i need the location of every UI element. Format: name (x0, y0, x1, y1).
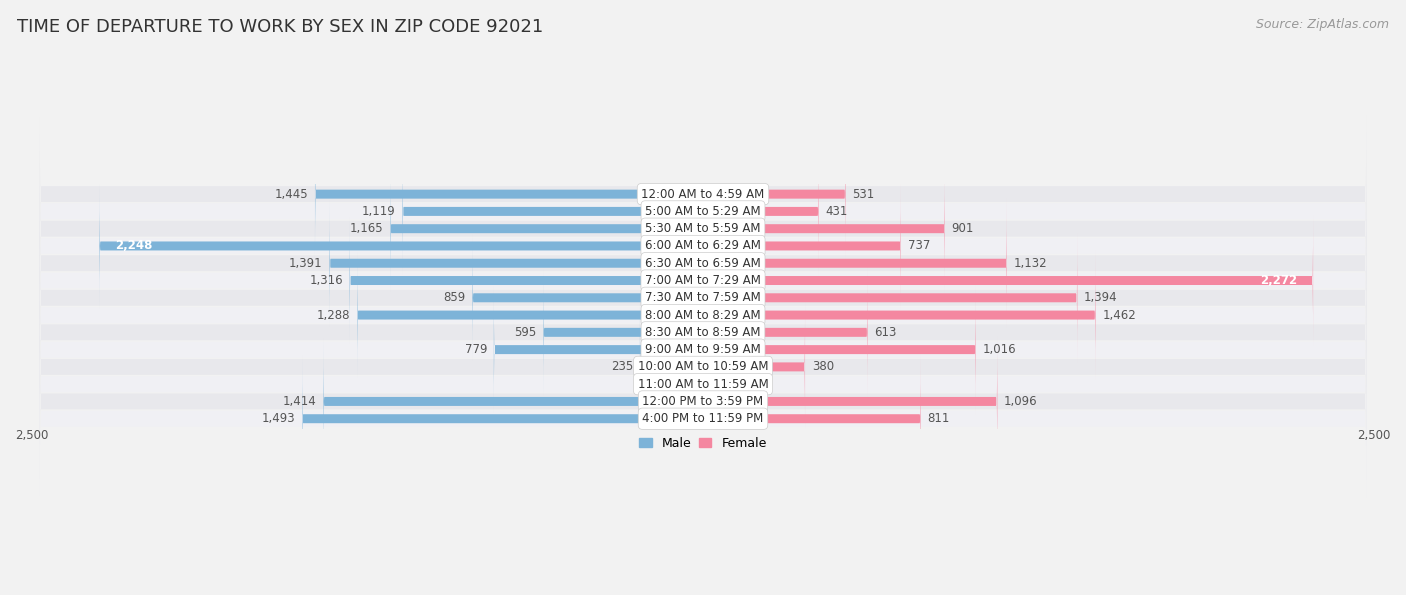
Text: 595: 595 (515, 326, 537, 339)
Text: 1,096: 1,096 (1004, 395, 1038, 408)
FancyBboxPatch shape (402, 147, 703, 276)
Text: Source: ZipAtlas.com: Source: ZipAtlas.com (1256, 18, 1389, 31)
FancyBboxPatch shape (703, 285, 976, 414)
FancyBboxPatch shape (350, 216, 703, 345)
Text: 1,132: 1,132 (1014, 256, 1047, 270)
Text: 1,016: 1,016 (983, 343, 1017, 356)
Text: TIME OF DEPARTURE TO WORK BY SEX IN ZIP CODE 92021: TIME OF DEPARTURE TO WORK BY SEX IN ZIP … (17, 18, 543, 36)
FancyBboxPatch shape (39, 151, 1367, 307)
FancyBboxPatch shape (669, 320, 703, 449)
FancyBboxPatch shape (703, 233, 1077, 362)
Text: 779: 779 (464, 343, 486, 356)
FancyBboxPatch shape (302, 354, 703, 483)
FancyBboxPatch shape (703, 337, 997, 466)
FancyBboxPatch shape (703, 130, 845, 259)
Text: 9:00 AM to 9:59 AM: 9:00 AM to 9:59 AM (645, 343, 761, 356)
FancyBboxPatch shape (39, 133, 1367, 290)
Text: 1,394: 1,394 (1084, 292, 1118, 304)
FancyBboxPatch shape (703, 199, 1007, 328)
Text: 11:00 AM to 11:59 AM: 11:00 AM to 11:59 AM (638, 378, 768, 391)
Text: 613: 613 (875, 326, 897, 339)
Legend: Male, Female: Male, Female (640, 437, 766, 450)
Text: 6:30 AM to 6:59 AM: 6:30 AM to 6:59 AM (645, 256, 761, 270)
FancyBboxPatch shape (640, 302, 703, 431)
Text: 98: 98 (735, 378, 751, 391)
Text: 5:00 AM to 5:29 AM: 5:00 AM to 5:29 AM (645, 205, 761, 218)
Text: 1,288: 1,288 (316, 309, 350, 321)
FancyBboxPatch shape (39, 340, 1367, 497)
Text: 235: 235 (612, 361, 633, 374)
FancyBboxPatch shape (357, 250, 703, 380)
FancyBboxPatch shape (39, 289, 1367, 445)
Text: 12:00 PM to 3:59 PM: 12:00 PM to 3:59 PM (643, 395, 763, 408)
Text: 1,445: 1,445 (274, 187, 308, 201)
FancyBboxPatch shape (39, 271, 1367, 428)
Text: 1,316: 1,316 (309, 274, 343, 287)
FancyBboxPatch shape (39, 306, 1367, 462)
Text: 8:30 AM to 8:59 AM: 8:30 AM to 8:59 AM (645, 326, 761, 339)
Text: 4:00 PM to 11:59 PM: 4:00 PM to 11:59 PM (643, 412, 763, 425)
FancyBboxPatch shape (39, 115, 1367, 273)
FancyBboxPatch shape (703, 216, 1313, 345)
Text: 1,493: 1,493 (262, 412, 295, 425)
Text: 901: 901 (952, 222, 974, 235)
FancyBboxPatch shape (703, 250, 1095, 380)
FancyBboxPatch shape (39, 168, 1367, 324)
Text: 1,165: 1,165 (350, 222, 384, 235)
Text: 2,248: 2,248 (115, 239, 153, 252)
Text: 2,500: 2,500 (15, 429, 48, 441)
Text: 12:00 AM to 4:59 AM: 12:00 AM to 4:59 AM (641, 187, 765, 201)
Text: 6:00 AM to 6:29 AM: 6:00 AM to 6:29 AM (645, 239, 761, 252)
FancyBboxPatch shape (703, 320, 730, 449)
Text: 2,500: 2,500 (1358, 429, 1391, 441)
FancyBboxPatch shape (543, 268, 703, 397)
Text: 859: 859 (443, 292, 465, 304)
FancyBboxPatch shape (39, 185, 1367, 342)
FancyBboxPatch shape (315, 130, 703, 259)
Text: 10:00 AM to 10:59 AM: 10:00 AM to 10:59 AM (638, 361, 768, 374)
Text: 380: 380 (811, 361, 834, 374)
FancyBboxPatch shape (39, 237, 1367, 393)
FancyBboxPatch shape (703, 268, 868, 397)
Text: 126: 126 (640, 378, 662, 391)
FancyBboxPatch shape (703, 354, 921, 483)
FancyBboxPatch shape (703, 181, 901, 311)
Text: 737: 737 (908, 239, 929, 252)
FancyBboxPatch shape (329, 199, 703, 328)
FancyBboxPatch shape (472, 233, 703, 362)
Text: 1,119: 1,119 (363, 205, 396, 218)
FancyBboxPatch shape (323, 337, 703, 466)
FancyBboxPatch shape (39, 220, 1367, 376)
Text: 1,391: 1,391 (290, 256, 323, 270)
FancyBboxPatch shape (494, 285, 703, 414)
Text: 2,272: 2,272 (1260, 274, 1296, 287)
FancyBboxPatch shape (100, 181, 703, 311)
FancyBboxPatch shape (391, 164, 703, 293)
Text: 8:00 AM to 8:29 AM: 8:00 AM to 8:29 AM (645, 309, 761, 321)
FancyBboxPatch shape (703, 164, 945, 293)
Text: 531: 531 (852, 187, 875, 201)
FancyBboxPatch shape (39, 323, 1367, 480)
Text: 7:30 AM to 7:59 AM: 7:30 AM to 7:59 AM (645, 292, 761, 304)
Text: 431: 431 (825, 205, 848, 218)
FancyBboxPatch shape (39, 202, 1367, 359)
Text: 811: 811 (928, 412, 950, 425)
FancyBboxPatch shape (703, 302, 806, 431)
Text: 5:30 AM to 5:59 AM: 5:30 AM to 5:59 AM (645, 222, 761, 235)
FancyBboxPatch shape (703, 147, 818, 276)
Text: 7:00 AM to 7:29 AM: 7:00 AM to 7:29 AM (645, 274, 761, 287)
Text: 1,462: 1,462 (1102, 309, 1136, 321)
FancyBboxPatch shape (39, 254, 1367, 411)
Text: 1,414: 1,414 (283, 395, 316, 408)
